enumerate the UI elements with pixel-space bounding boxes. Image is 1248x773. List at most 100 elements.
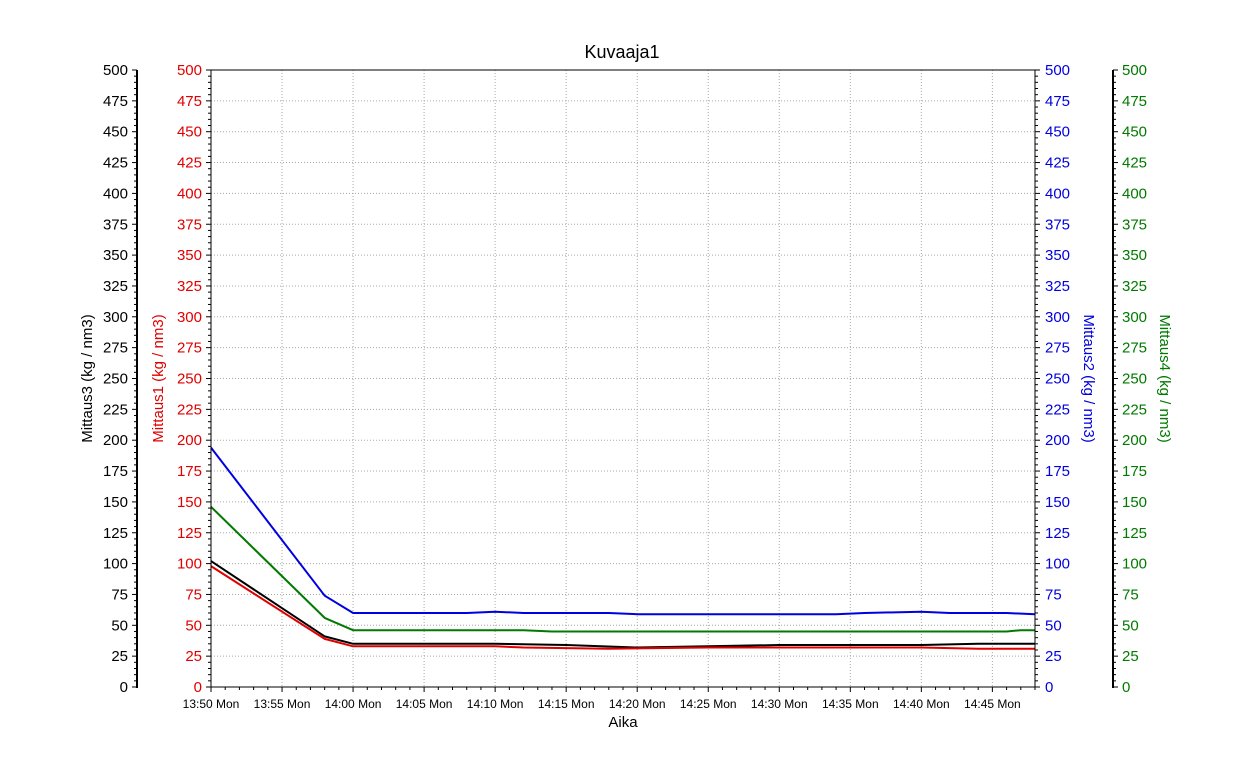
y-tick-label: 25 — [185, 648, 202, 665]
y-tick-label: 375 — [1122, 216, 1147, 233]
x-tick-label: 14:25 Mon — [680, 697, 737, 711]
y-tick-label: 0 — [1045, 679, 1053, 696]
y-tick-label: 375 — [177, 216, 202, 233]
grid — [211, 70, 1035, 687]
y-tick-label: 450 — [177, 124, 202, 141]
y-tick-label: 450 — [103, 124, 128, 141]
y-tick-label: 375 — [1045, 216, 1070, 233]
y-tick-label: 200 — [1122, 432, 1147, 449]
y-tick-label: 100 — [103, 556, 128, 573]
y-tick-label: 475 — [1122, 93, 1147, 110]
y-tick-label: 200 — [177, 432, 202, 449]
y-tick-label: 250 — [177, 371, 202, 388]
y-tick-label: 450 — [1122, 124, 1147, 141]
y-tick-label: 300 — [1122, 309, 1147, 326]
x-tick-label: 13:55 Mon — [254, 697, 311, 711]
y-tick-label: 250 — [1045, 371, 1070, 388]
y-tick-label: 100 — [1045, 556, 1070, 573]
x-tick-label: 14:10 Mon — [467, 697, 524, 711]
y-tick-label: 225 — [103, 401, 128, 418]
y-axis-title-mittaus1: Mittaus1 (kg / nm3) — [150, 314, 167, 442]
y-tick-label: 425 — [103, 155, 128, 172]
y-tick-label: 400 — [1045, 185, 1070, 202]
y-tick-label: 50 — [1045, 617, 1062, 634]
y-tick-label: 350 — [1122, 247, 1147, 264]
y-axis-mittaus4: 0 25 50 75 100 125 150 175 200 225 250 275 300 325 350… — [1112, 62, 1173, 696]
chart-title: Kuvaaja1 — [584, 42, 659, 62]
x-tick-label: 14:00 Mon — [325, 697, 382, 711]
y-tick-label: 375 — [103, 216, 128, 233]
y-tick-label: 25 — [1122, 648, 1139, 665]
y-axis-mittaus3: 0 25 50 75 100 125 150 175 200 225 250 275 300 325 350… — [79, 62, 138, 696]
series-line-mittaus1 — [210, 565, 1035, 650]
x-tick-label: 14:05 Mon — [396, 697, 453, 711]
y-tick-label: 75 — [1045, 586, 1062, 603]
series-line-mittaus2 — [210, 446, 1036, 616]
y-tick-label: 0 — [120, 679, 128, 696]
y-tick-label: 425 — [1122, 155, 1147, 172]
y-tick-label: 500 — [1045, 62, 1070, 79]
x-tick-label: 14:40 Mon — [893, 697, 950, 711]
y-tick-label: 175 — [103, 463, 128, 480]
axes: 13:50 Mon 13:55 Mon 14:00 Mon 14:05 Mon 14:1… — [79, 62, 1173, 711]
y-tick-label: 250 — [103, 371, 128, 388]
y-tick-label: 200 — [1045, 432, 1070, 449]
x-tick-label: 14:20 Mon — [609, 697, 666, 711]
y-tick-label: 300 — [177, 309, 202, 326]
y-tick-label: 50 — [111, 617, 128, 634]
y-tick-label: 225 — [1122, 401, 1147, 418]
y-tick-label: 175 — [1045, 463, 1070, 480]
x-tick-label: 14:15 Mon — [538, 697, 595, 711]
y-tick-label: 25 — [1045, 648, 1062, 665]
y-tick-label: 325 — [1122, 278, 1147, 295]
y-tick-label: 275 — [1122, 340, 1147, 357]
y-tick-label: 175 — [1122, 463, 1147, 480]
y-tick-label: 300 — [1045, 309, 1070, 326]
y-tick-label: 225 — [1045, 401, 1070, 418]
plot-area-frame — [210, 69, 1036, 688]
x-tick-label: 14:35 Mon — [822, 697, 879, 711]
y-axis-mittaus2: 0 25 50 75 100 125 150 175 200 225 250 275 300 325 350… — [1035, 62, 1097, 696]
y-tick-label: 150 — [177, 494, 202, 511]
y-tick-label: 325 — [1045, 278, 1070, 295]
y-tick-label: 275 — [1045, 340, 1070, 357]
y-tick-label: 500 — [1122, 62, 1147, 79]
y-tick-label: 500 — [103, 62, 128, 79]
y-tick-label: 475 — [103, 93, 128, 110]
y-tick-label: 325 — [103, 278, 128, 295]
y-tick-label: 425 — [1045, 155, 1070, 172]
y-tick-label: 350 — [1045, 247, 1070, 264]
y-tick-label: 200 — [103, 432, 128, 449]
x-tick-label: 13:50 Mon — [183, 697, 240, 711]
y-tick-label: 350 — [103, 247, 128, 264]
y-tick-label: 125 — [103, 525, 128, 542]
y-tick-label: 450 — [1045, 124, 1070, 141]
y-tick-label: 25 — [111, 648, 128, 665]
y-tick-label: 150 — [1045, 494, 1070, 511]
y-tick-label: 475 — [1045, 93, 1070, 110]
y-tick-label: 125 — [1045, 525, 1070, 542]
y-tick-label: 250 — [1122, 371, 1147, 388]
y-axis-title-mittaus4: Mittaus4 (kg / nm3) — [1156, 314, 1173, 442]
y-axis-mittaus1: 0 25 50 75 100 125 150 175 200 225 250 275 300 325 350… — [150, 62, 211, 696]
y-tick-label: 150 — [1122, 494, 1147, 511]
y-tick-label: 275 — [103, 340, 128, 357]
y-tick-label: 100 — [1122, 556, 1147, 573]
y-tick-label: 275 — [177, 340, 202, 357]
y-tick-label: 500 — [177, 62, 202, 79]
y-tick-label: 50 — [1122, 617, 1139, 634]
x-tick-label: 14:45 Mon — [964, 697, 1021, 711]
y-tick-label: 175 — [177, 463, 202, 480]
y-tick-label: 325 — [177, 278, 202, 295]
y-tick-label: 75 — [1122, 586, 1139, 603]
x-axis-label: Aika — [608, 714, 638, 731]
y-tick-label: 125 — [1122, 525, 1147, 542]
y-tick-label: 0 — [194, 679, 202, 696]
y-tick-label: 150 — [103, 494, 128, 511]
y-tick-label: 400 — [103, 185, 128, 202]
series-lines — [210, 446, 1036, 650]
y-tick-label: 100 — [177, 556, 202, 573]
y-axis-title-mittaus3: Mittaus3 (kg / nm3) — [79, 314, 96, 442]
